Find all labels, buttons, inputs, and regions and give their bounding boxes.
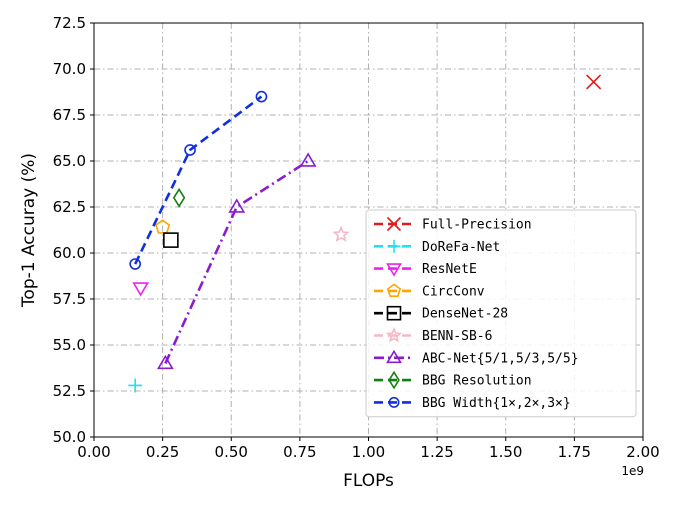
series-4	[163, 232, 179, 248]
legend-label-8: BBG Width{1×,2×,3×}	[422, 396, 571, 411]
data-point-8-0	[129, 258, 142, 270]
y-tick-label-2: 55.0	[53, 336, 86, 354]
x-tick-label-4: 1.00	[352, 443, 385, 461]
legend-entry-2: ResNetE	[374, 262, 477, 277]
series-0	[586, 74, 602, 90]
legend-label-2: ResNetE	[422, 262, 477, 277]
legend-label-0: Full-Precision	[422, 218, 532, 233]
tick-labels: 0.00 0.25 0.50 0.75 1.00 1.25 1.50 1.75 2.00 50.0…	[53, 14, 660, 461]
x-tick-label-5: 1.25	[420, 443, 453, 461]
legend-entry-1: DoReFa-Net	[374, 239, 500, 255]
data-point-6-1	[228, 198, 246, 213]
legend-label-6: ABC-Net{5/1,5/3,5/5}	[422, 351, 579, 366]
data-point-0-0	[586, 74, 602, 90]
x-tick-label-2: 0.50	[215, 443, 248, 461]
legend-marker-1	[387, 239, 401, 253]
legend-marker-8	[388, 396, 400, 408]
data-point-6-2	[299, 152, 317, 167]
legend-entry-3: CircConv	[374, 283, 485, 299]
legend-marker-3	[386, 283, 402, 297]
y-tick-label-7: 67.5	[53, 106, 86, 124]
legend-entry-7: BBG Resolution	[374, 370, 532, 390]
data-point-8-1	[184, 144, 196, 156]
legend-marker-0	[386, 216, 402, 232]
legend-label-1: DoReFa-Net	[422, 240, 500, 255]
data-point-2-0	[132, 282, 150, 297]
y-tick-label-8: 70.0	[53, 60, 86, 78]
x-offset-text: 1e9	[621, 464, 644, 478]
x-axis-label: FLOPs	[343, 471, 394, 491]
x-tick-label-1: 0.25	[146, 443, 179, 461]
legend-entry-4: DenseNet-28	[374, 305, 508, 322]
y-tick-label-0: 50.0	[53, 428, 86, 446]
data-point-3-0	[155, 219, 171, 234]
y-tick-label-1: 52.5	[53, 382, 86, 400]
legend-label-4: DenseNet-28	[422, 307, 508, 322]
legend-label-3: CircConv	[422, 284, 485, 299]
series-line-6	[164, 159, 309, 364]
series-2	[132, 282, 150, 297]
series-1	[128, 378, 143, 393]
x-tick-label-3: 0.75	[283, 443, 316, 461]
legend-marker-4	[386, 305, 402, 321]
data-point-4-0	[163, 232, 179, 248]
series-line-8	[134, 95, 263, 265]
legend-entry-6: ABC-Net{5/1,5/3,5/5}	[374, 349, 579, 366]
y-tick-label-9: 72.5	[53, 14, 86, 32]
legend-marker-5	[385, 326, 403, 343]
series-8	[129, 90, 268, 270]
legend-box	[365, 209, 637, 418]
legend-entry-8: BBG Width{1×,2×,3×}	[374, 396, 571, 411]
y-tick-label-6: 65.0	[53, 152, 86, 170]
legend-marker-7	[388, 370, 400, 390]
y-axis-label: Top-1 Accuray (%)	[19, 153, 39, 308]
data-point-1-0	[128, 378, 143, 393]
series-6	[156, 152, 317, 370]
x-tick-label-0: 0.00	[77, 443, 110, 461]
data-point-5-0	[332, 225, 350, 242]
legend: Full-Precision DoReFa-Net ResNetE CircConv D…	[365, 209, 637, 418]
data-point-6-0	[156, 354, 174, 370]
legend-label-7: BBG Resolution	[422, 374, 532, 389]
legend-entry-0: Full-Precision	[374, 216, 532, 233]
y-tick-label-3: 57.5	[53, 290, 86, 308]
y-tick-label-4: 60.0	[53, 244, 86, 262]
legend-label-5: BENN-SB-6	[422, 329, 492, 344]
series-3	[155, 219, 171, 234]
legend-entry-5: BENN-SB-6	[374, 326, 492, 344]
series-7	[172, 187, 186, 208]
x-tick-label-8: 2.00	[626, 443, 659, 461]
legend-marker-2	[386, 263, 402, 277]
x-tick-label-6: 1.50	[489, 443, 522, 461]
series-5	[332, 225, 350, 242]
series-layer	[128, 74, 602, 393]
data-point-7-0	[172, 187, 186, 208]
x-tick-label-7: 1.75	[558, 443, 591, 461]
y-tick-label-5: 62.5	[53, 198, 86, 216]
legend-marker-6	[386, 349, 402, 364]
data-point-8-2	[255, 90, 268, 103]
